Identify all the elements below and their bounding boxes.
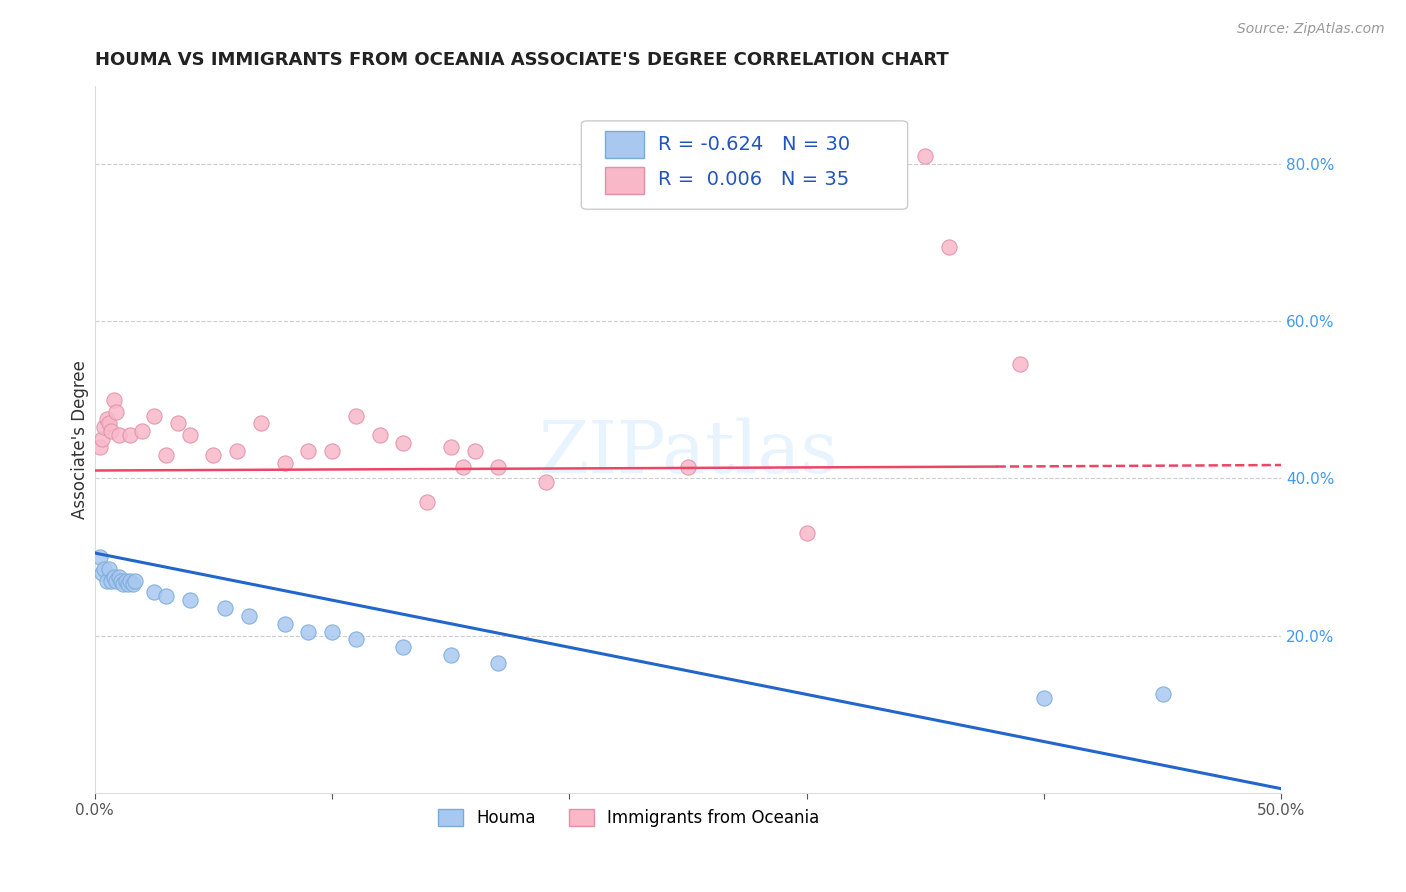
Point xyxy=(96,574,118,588)
Point xyxy=(451,459,474,474)
Point xyxy=(914,149,936,163)
Point xyxy=(179,593,201,607)
Point xyxy=(321,443,343,458)
Point xyxy=(98,562,121,576)
Point xyxy=(321,624,343,639)
Point xyxy=(166,417,188,431)
Point xyxy=(440,440,463,454)
Point xyxy=(103,569,125,583)
Point xyxy=(273,616,295,631)
Text: R = -0.624   N = 30: R = -0.624 N = 30 xyxy=(658,135,851,153)
Point xyxy=(297,624,319,639)
Point xyxy=(105,404,128,418)
Text: R =  0.006   N = 35: R = 0.006 N = 35 xyxy=(658,170,849,189)
Point xyxy=(534,475,557,490)
Point xyxy=(202,448,225,462)
Point xyxy=(226,443,249,458)
Point xyxy=(214,601,236,615)
Point xyxy=(131,424,153,438)
Point xyxy=(96,412,118,426)
Point xyxy=(100,574,122,588)
Point xyxy=(344,632,367,647)
Text: ZIPatlas: ZIPatlas xyxy=(538,418,838,489)
Point xyxy=(1033,691,1056,706)
Point xyxy=(114,574,136,588)
Point xyxy=(89,549,111,564)
Point xyxy=(89,440,111,454)
Point xyxy=(120,574,142,588)
Point xyxy=(103,392,125,407)
Point xyxy=(155,589,177,603)
Point xyxy=(1152,688,1174,702)
Point xyxy=(124,574,146,588)
Text: HOUMA VS IMMIGRANTS FROM OCEANIA ASSOCIATE'S DEGREE CORRELATION CHART: HOUMA VS IMMIGRANTS FROM OCEANIA ASSOCIA… xyxy=(94,51,949,69)
Point xyxy=(105,574,128,588)
Point xyxy=(344,409,367,423)
Point xyxy=(250,417,273,431)
Point xyxy=(155,448,177,462)
Point xyxy=(463,443,485,458)
Point xyxy=(121,577,143,591)
Point xyxy=(117,577,139,591)
Point xyxy=(486,459,509,474)
Point xyxy=(416,495,439,509)
Point xyxy=(179,428,201,442)
Point xyxy=(90,566,112,580)
Legend: Houma, Immigrants from Oceania: Houma, Immigrants from Oceania xyxy=(432,802,827,834)
Point xyxy=(120,428,142,442)
Text: Source: ZipAtlas.com: Source: ZipAtlas.com xyxy=(1237,22,1385,37)
Point xyxy=(238,608,260,623)
Point xyxy=(93,420,115,434)
Point xyxy=(90,432,112,446)
Point xyxy=(392,436,415,450)
Point xyxy=(110,574,132,588)
Point xyxy=(273,456,295,470)
Point xyxy=(143,409,166,423)
Point xyxy=(98,417,121,431)
Point xyxy=(112,577,135,591)
Point xyxy=(143,585,166,599)
Point xyxy=(93,562,115,576)
Point xyxy=(938,239,960,253)
FancyBboxPatch shape xyxy=(605,167,644,194)
Point xyxy=(486,656,509,670)
Point xyxy=(297,443,319,458)
FancyBboxPatch shape xyxy=(605,131,644,159)
Point xyxy=(1010,358,1032,372)
Point xyxy=(368,428,391,442)
Point xyxy=(676,459,699,474)
Point xyxy=(440,648,463,662)
Point xyxy=(107,569,129,583)
Point xyxy=(796,526,818,541)
Point xyxy=(107,428,129,442)
Point xyxy=(100,424,122,438)
Point xyxy=(392,640,415,655)
FancyBboxPatch shape xyxy=(581,121,908,210)
Y-axis label: Associate's Degree: Associate's Degree xyxy=(72,359,89,518)
